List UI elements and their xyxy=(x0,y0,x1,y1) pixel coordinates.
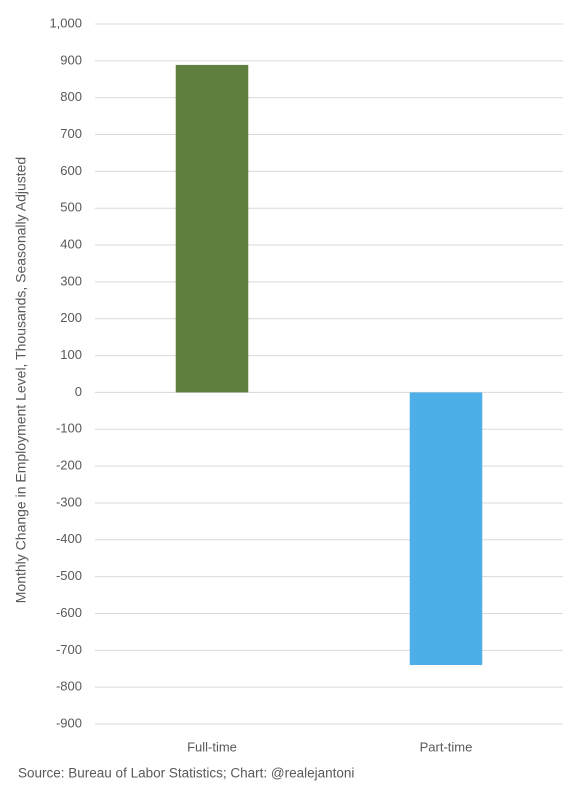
y-tick-label: -700 xyxy=(56,642,82,657)
y-tick-label: 500 xyxy=(60,200,82,215)
y-tick-label: 800 xyxy=(60,89,82,104)
y-tick-label: -600 xyxy=(56,605,82,620)
y-tick-label: -300 xyxy=(56,494,82,509)
y-tick-label: -200 xyxy=(56,458,82,473)
y-tick-label: -900 xyxy=(56,715,82,730)
bar xyxy=(175,64,249,393)
x-tick-label: Full-time xyxy=(187,739,237,754)
x-tick-label: Part-time xyxy=(420,739,473,754)
source-note: Source: Bureau of Labor Statistics; Char… xyxy=(18,766,354,781)
y-tick-label: 100 xyxy=(60,347,82,362)
bar xyxy=(409,392,483,666)
y-tick-label: 0 xyxy=(75,384,82,399)
y-tick-label: 200 xyxy=(60,310,82,325)
y-tick-label: -100 xyxy=(56,421,82,436)
y-tick-label: 900 xyxy=(60,52,82,67)
y-tick-label: -400 xyxy=(56,531,82,546)
y-axis-label: Monthly Change in Employment Level, Thou… xyxy=(13,157,29,603)
y-tick-label: 600 xyxy=(60,163,82,178)
y-tick-label: 700 xyxy=(60,126,82,141)
y-tick-label: -800 xyxy=(56,679,82,694)
y-tick-label: 400 xyxy=(60,236,82,251)
y-tick-label: 1,000 xyxy=(49,15,82,30)
y-tick-label: 300 xyxy=(60,273,82,288)
y-tick-label: -500 xyxy=(56,568,82,583)
